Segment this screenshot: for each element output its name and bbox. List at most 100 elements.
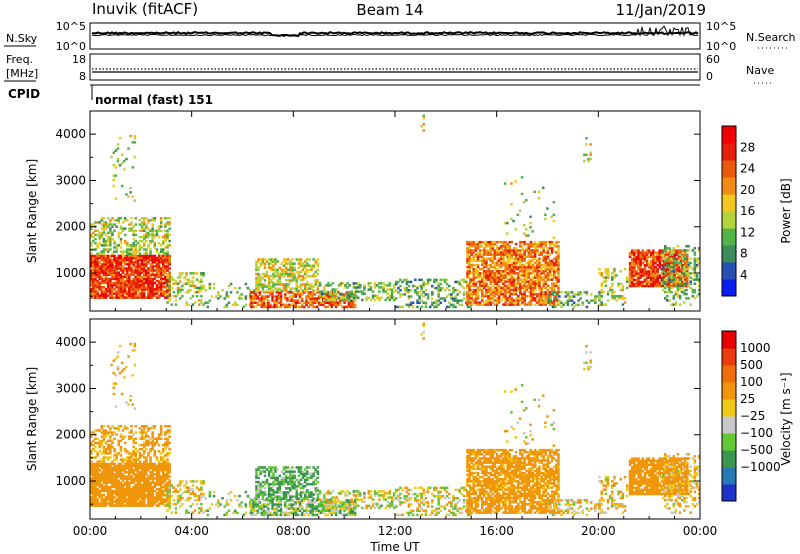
- power-cell: [538, 259, 541, 263]
- velocity-cell: [149, 496, 152, 499]
- power-cell: [647, 251, 651, 254]
- power-cell: [119, 239, 123, 243]
- velocity-cell: [166, 475, 169, 478]
- power-cell: [292, 291, 296, 294]
- power-cell: [500, 259, 503, 263]
- power-cell: [254, 305, 257, 309]
- power-cell: [258, 293, 262, 296]
- power-cell: [668, 278, 671, 281]
- velocity-cell: [168, 469, 171, 472]
- velocity-cell: [130, 462, 133, 466]
- power-cell: [538, 253, 541, 256]
- velocity-cell: [138, 481, 142, 484]
- power-cell: [145, 271, 148, 274]
- power-cell: [478, 272, 482, 275]
- power-cell: [255, 268, 258, 272]
- power-cell: [654, 251, 657, 254]
- power-cell: [346, 282, 349, 285]
- power-cell: [533, 242, 537, 246]
- power-cell: [645, 249, 649, 252]
- power-cell: [295, 277, 299, 280]
- velocity-cell: [92, 464, 95, 468]
- power-cell: [306, 289, 309, 292]
- power-cell: [676, 245, 680, 248]
- power-cell: [92, 283, 95, 287]
- power-cell: [136, 275, 140, 279]
- velocity-cell: [111, 502, 114, 505]
- power-cell: [500, 263, 503, 267]
- power-cell: [529, 263, 533, 267]
- power-cell: [111, 281, 114, 285]
- power-cell: [478, 242, 482, 246]
- power-cell: [117, 221, 121, 224]
- power-cell: [555, 280, 558, 283]
- power-cell: [668, 257, 671, 260]
- power-cell: [493, 278, 497, 281]
- power-cell: [149, 296, 152, 299]
- power-cell: [468, 286, 471, 290]
- power-cell: [282, 258, 286, 261]
- power-cell: [602, 276, 606, 279]
- power-cell: [523, 290, 526, 294]
- velocity-cell: [92, 491, 95, 495]
- velocity-cell: [102, 458, 106, 461]
- power-cell: [94, 248, 97, 251]
- velocity-cell: [136, 489, 140, 493]
- velocity-cell: [119, 475, 123, 478]
- power-cell: [94, 283, 97, 287]
- power-cell: [641, 274, 645, 277]
- velocity-cell: [123, 489, 127, 493]
- power-cell: [193, 284, 197, 288]
- velocity-cell: [168, 466, 171, 470]
- velocity-cell: [96, 466, 99, 470]
- velocity-cell: [113, 431, 116, 434]
- velocity-cell: [149, 481, 152, 484]
- power-cell: [670, 282, 673, 285]
- power-cell: [102, 252, 106, 255]
- power-cell: [647, 270, 651, 273]
- velocity-cell: [121, 489, 125, 493]
- power-cell: [468, 290, 471, 294]
- power-cell: [181, 272, 184, 275]
- power-cell: [678, 295, 682, 298]
- velocity-cell: [100, 466, 104, 470]
- power-cell: [110, 155, 113, 159]
- power-cell: [92, 223, 95, 226]
- power-cell: [208, 284, 212, 288]
- power-cell: [531, 270, 535, 273]
- power-cell: [229, 282, 233, 286]
- power-cell: [529, 292, 533, 296]
- power-cell: [120, 161, 124, 165]
- power-cell: [159, 294, 163, 297]
- power-cell: [687, 272, 690, 275]
- velocity-cell: [166, 464, 169, 468]
- velocity-cell: [111, 498, 114, 501]
- power-cell: [673, 268, 676, 271]
- velocity-cell: [162, 489, 165, 493]
- power-cell: [495, 280, 499, 283]
- power-cell: [615, 299, 618, 302]
- power-cell: [143, 279, 146, 283]
- power-cell: [542, 284, 545, 288]
- power-cell: [117, 261, 121, 264]
- velocity-cell: [128, 494, 131, 497]
- power-cell: [521, 255, 524, 258]
- power-cell: [422, 301, 426, 304]
- power-cell: [495, 282, 499, 285]
- power-cell: [119, 258, 123, 262]
- power-cell: [100, 294, 104, 297]
- power-cell: [514, 288, 518, 292]
- power-cell: [263, 272, 267, 276]
- velocity-cell: [136, 485, 140, 489]
- power-cell: [611, 295, 614, 298]
- power-cell: [390, 294, 394, 298]
- power-cell: [121, 256, 125, 260]
- power-cell: [143, 288, 146, 291]
- velocity-cell: [92, 485, 95, 489]
- power-cell: [510, 257, 514, 260]
- power-cell: [452, 299, 455, 302]
- velocity-cell: [106, 464, 110, 468]
- velocity-cell: [109, 494, 112, 497]
- power-cell: [557, 259, 560, 263]
- velocity-cell: [147, 466, 150, 470]
